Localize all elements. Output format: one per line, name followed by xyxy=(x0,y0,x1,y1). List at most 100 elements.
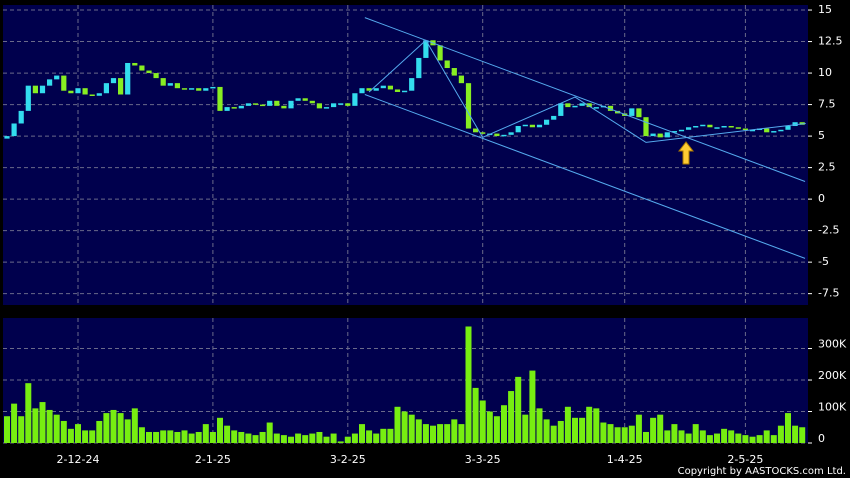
candle-body xyxy=(380,85,386,89)
candle-body xyxy=(529,124,535,128)
volume-bar xyxy=(273,433,280,443)
volume-bar xyxy=(25,383,32,443)
trend-line xyxy=(368,39,806,143)
candle-body xyxy=(480,132,486,134)
candle-body xyxy=(203,88,209,91)
volume-bar xyxy=(451,419,458,443)
candle-body xyxy=(160,78,166,86)
volume-bar xyxy=(529,370,536,443)
trend-line xyxy=(364,94,806,259)
volume-bar xyxy=(614,427,621,443)
volume-bar xyxy=(777,425,784,443)
volume-bar xyxy=(728,430,735,443)
volume-bar xyxy=(671,424,678,443)
volume-bar xyxy=(756,435,763,443)
candle-body xyxy=(281,105,287,109)
candle-body xyxy=(153,73,159,79)
volume-bar xyxy=(231,430,238,443)
candle-body xyxy=(451,68,457,76)
volume-bar xyxy=(117,413,124,443)
candle-body xyxy=(458,75,464,84)
candle-body xyxy=(494,133,500,137)
candle-body xyxy=(565,103,571,108)
candle-body xyxy=(47,79,53,86)
y-tick-label: 0 xyxy=(818,192,825,205)
volume-bar xyxy=(174,431,181,443)
candle-body xyxy=(316,103,322,109)
volume-bar xyxy=(664,430,671,443)
candle-body xyxy=(785,126,791,130)
candle-body xyxy=(544,119,550,125)
volume-bar xyxy=(138,427,145,443)
volume-bar xyxy=(430,425,436,443)
candle-body xyxy=(196,88,202,91)
volume-bar xyxy=(82,430,89,443)
x-tick-label: 1-4-25 xyxy=(607,453,643,466)
volume-bar xyxy=(188,433,195,443)
volume-bar xyxy=(628,425,635,443)
volume-bar xyxy=(195,431,202,443)
volume-bar xyxy=(181,430,188,443)
candle-body xyxy=(82,88,88,95)
candle-body xyxy=(764,128,770,133)
volume-bar xyxy=(557,420,564,443)
volume-bar xyxy=(408,414,415,443)
candle-body xyxy=(686,127,692,130)
y-tick-label: -2.5 xyxy=(818,224,839,237)
candle-body xyxy=(693,126,699,128)
volume-bar xyxy=(295,433,302,443)
candle-body xyxy=(61,75,67,91)
volume-bar xyxy=(501,405,507,443)
volume-bar xyxy=(543,419,550,443)
volume-bar xyxy=(103,413,110,443)
volume-bar xyxy=(160,430,167,443)
volume-bar xyxy=(302,435,309,443)
y-tick-label: 12.5 xyxy=(818,35,843,48)
candle-body xyxy=(132,62,138,66)
candle-body xyxy=(267,100,273,106)
candle-body xyxy=(671,131,677,133)
volume-bar xyxy=(586,406,593,443)
candle-body xyxy=(68,90,74,94)
volume-bar xyxy=(351,433,358,443)
candle-body xyxy=(551,115,557,120)
volume-bar xyxy=(224,425,231,443)
volume-bar xyxy=(515,376,522,443)
candle-body xyxy=(181,88,188,90)
candle-body xyxy=(735,127,741,129)
candle-body xyxy=(707,124,713,128)
candle-body xyxy=(18,110,24,124)
y-tick-label: 15 xyxy=(818,3,832,16)
volume-bar xyxy=(706,435,713,443)
volume-bar xyxy=(749,436,756,443)
volume-bar xyxy=(579,417,586,443)
candle-body xyxy=(508,132,514,135)
candle-body xyxy=(373,88,379,91)
y-tick-label: 7.5 xyxy=(818,98,836,111)
volume-bar xyxy=(11,403,18,443)
volume-bar xyxy=(635,414,642,443)
volume-bar xyxy=(678,430,685,443)
candle-body xyxy=(437,45,443,61)
arrow-marker xyxy=(677,141,695,165)
volume-bar xyxy=(564,406,571,443)
volume-bar xyxy=(32,408,39,443)
candle-body xyxy=(643,117,649,137)
volume-bar xyxy=(401,411,408,443)
volume-bar xyxy=(366,430,373,443)
volume-bar xyxy=(508,391,515,443)
candle-body xyxy=(536,124,543,128)
candle-body xyxy=(700,124,706,127)
volume-bar xyxy=(4,416,10,443)
volume-bar xyxy=(124,419,131,443)
candle-body xyxy=(728,126,734,128)
volume-bar xyxy=(387,428,394,443)
candle-body xyxy=(25,85,31,111)
volume-bar xyxy=(373,433,380,443)
volume-bar xyxy=(238,431,245,443)
x-tick-label: 2-5-25 xyxy=(727,453,763,466)
volume-bar xyxy=(46,409,53,443)
volume-bar xyxy=(167,430,174,443)
candle-body xyxy=(174,83,180,89)
candle-body xyxy=(749,129,756,132)
